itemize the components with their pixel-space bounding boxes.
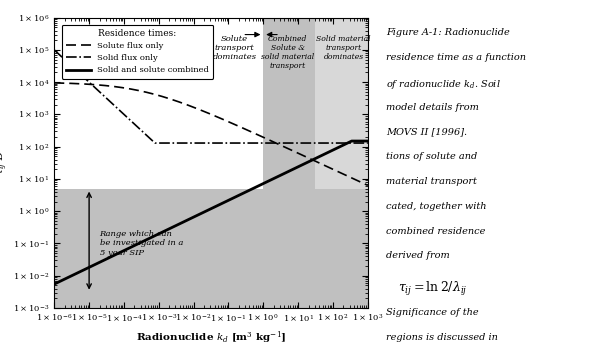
Text: Range which can
be investigated in a
5 year SIP: Range which can be investigated in a 5 y…	[99, 230, 183, 257]
Text: of radionuclide $k_d$. Soil: of radionuclide $k_d$. Soil	[386, 78, 500, 91]
Text: $\tau_{ij} = \ln 2 / \lambda_{ij}$: $\tau_{ij} = \ln 2 / \lambda_{ij}$	[398, 280, 467, 298]
Y-axis label: $\tau_{ij}$ D: $\tau_{ij}$ D	[0, 150, 10, 176]
Text: Solute
transport
dominates: Solute transport dominates	[213, 35, 257, 61]
Text: derived from: derived from	[386, 251, 450, 260]
Text: tions of solute and: tions of solute and	[386, 152, 477, 161]
Text: Significance of the: Significance of the	[386, 308, 479, 317]
Text: Solid material
transport
dominates: Solid material transport dominates	[316, 35, 371, 61]
Text: Combined
Solute &
solid material
transport: Combined Solute & solid material transpo…	[261, 35, 314, 70]
Text: cated, together with: cated, together with	[386, 202, 487, 211]
Text: combined residence: combined residence	[386, 227, 485, 235]
Text: MOVS II [1996].: MOVS II [1996].	[386, 127, 467, 136]
Bar	[54, 18, 264, 189]
Text: Figure A-1: Radionuclide: Figure A-1: Radionuclide	[386, 28, 510, 37]
Text: material transport: material transport	[386, 177, 477, 186]
Text: regions is discussed in: regions is discussed in	[386, 333, 498, 342]
Legend: Solute flux only, Solid flux only, Solid and solute combined: Solute flux only, Solid flux only, Solid…	[62, 25, 213, 79]
X-axis label: Radionuclide $k_d$ [m$^3$ kg$^{-1}$]: Radionuclide $k_d$ [m$^3$ kg$^{-1}$]	[136, 330, 286, 346]
Text: model details from: model details from	[386, 103, 479, 112]
Text: residence time as a function: residence time as a function	[386, 53, 526, 62]
